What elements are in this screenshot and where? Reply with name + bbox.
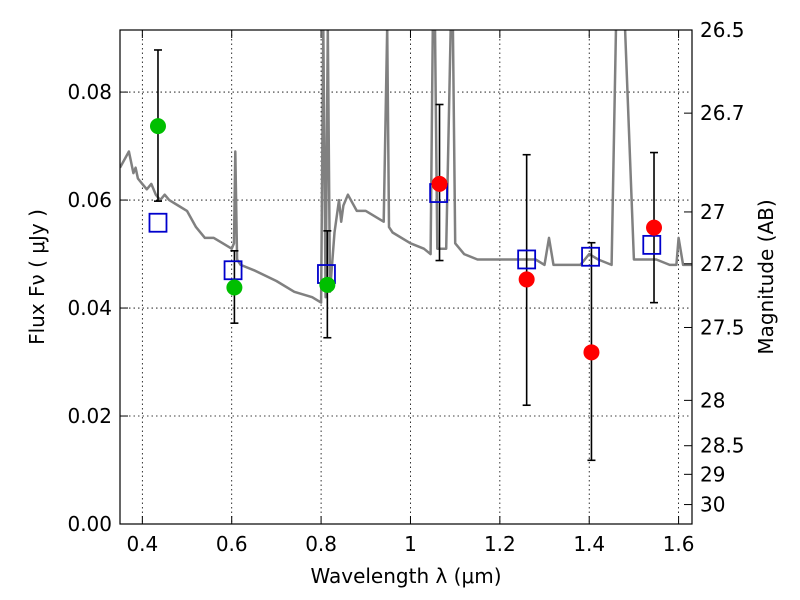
y2-tick-label: 28 <box>700 388 725 412</box>
model-photometry-square <box>517 249 537 270</box>
x-tick-label: 0.6 <box>216 532 248 556</box>
axis-ticks: 0.4 0.6 0.8 1 1.2 1.4 1.6 0.00 0.02 0.04 0.06 0.08 2… <box>67 18 744 556</box>
observed-flux-point <box>226 279 243 296</box>
y2-tick-label: 29 <box>700 462 725 486</box>
y-tick-label: 0.02 <box>67 404 112 428</box>
x-tick-label: 1 <box>404 532 417 556</box>
x-tick-label: 1.6 <box>663 532 695 556</box>
model-spectrum-line <box>120 30 692 304</box>
y2-tick-label: 30 <box>700 493 725 517</box>
x-tick-label: 1.2 <box>484 532 516 556</box>
y2-tick-label: 27 <box>700 200 725 224</box>
y2-tick-label: 26.5 <box>700 18 745 42</box>
plot-area <box>120 30 692 462</box>
y-tick-label: 0.04 <box>67 296 112 320</box>
y-tick-label: 0.06 <box>67 188 112 212</box>
y2-axis-title: Magnitude (AB) <box>754 199 778 354</box>
observed-flux-point <box>646 219 663 236</box>
model-photometry-square <box>642 234 662 255</box>
model-photometry-square <box>223 260 243 281</box>
observed-flux-point <box>431 175 448 192</box>
observed-flux-point <box>518 271 535 288</box>
y-tick-label: 0.00 <box>67 512 112 536</box>
model-photometry-square <box>581 246 600 267</box>
y2-tick-label: 27.5 <box>700 315 745 339</box>
y-axis-title: Flux Fν ( μJy ) <box>25 209 49 345</box>
y2-tick-label: 26.7 <box>700 101 745 125</box>
observed-flux-point <box>583 344 600 361</box>
observed-flux-point <box>319 276 336 293</box>
x-axis-title: Wavelength λ (μm) <box>310 564 501 588</box>
x-tick-label: 1.4 <box>573 532 605 556</box>
plot-background <box>120 30 692 524</box>
y2-tick-label: 28.5 <box>700 434 745 458</box>
observed-flux-point <box>149 118 166 135</box>
plot-frame <box>119 29 693 525</box>
y2-tick-label: 27.2 <box>700 252 745 276</box>
y-tick-label: 0.08 <box>67 80 112 104</box>
x-tick-label: 0.4 <box>126 532 158 556</box>
model-photometry-square <box>148 212 168 233</box>
x-tick-label: 0.8 <box>305 532 337 556</box>
